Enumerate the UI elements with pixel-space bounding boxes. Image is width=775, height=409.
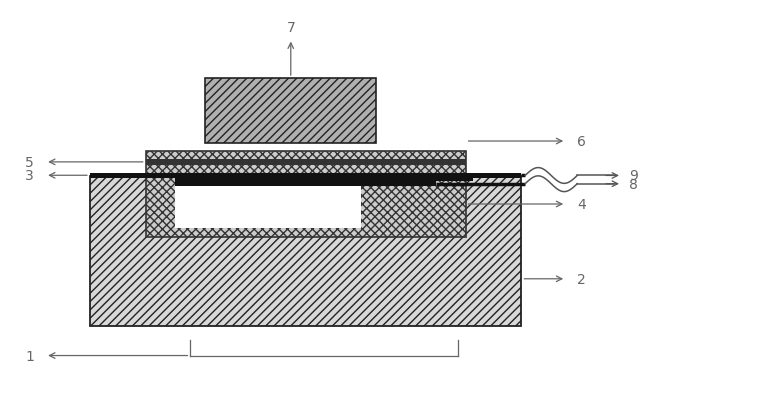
Text: 2: 2 xyxy=(577,272,586,286)
Bar xyxy=(90,173,522,179)
Bar xyxy=(205,79,377,144)
Text: 9: 9 xyxy=(629,169,638,183)
Text: 4: 4 xyxy=(577,198,586,211)
Bar xyxy=(175,183,361,228)
Bar xyxy=(175,179,473,182)
Text: 5: 5 xyxy=(26,155,34,169)
Text: 1: 1 xyxy=(26,349,34,363)
Text: 7: 7 xyxy=(287,21,295,35)
Bar xyxy=(146,160,466,165)
Text: 8: 8 xyxy=(629,177,638,191)
Text: 3: 3 xyxy=(26,169,34,183)
Bar xyxy=(175,182,436,187)
Text: 6: 6 xyxy=(577,135,586,148)
Bar xyxy=(146,151,466,238)
Bar xyxy=(90,177,522,326)
